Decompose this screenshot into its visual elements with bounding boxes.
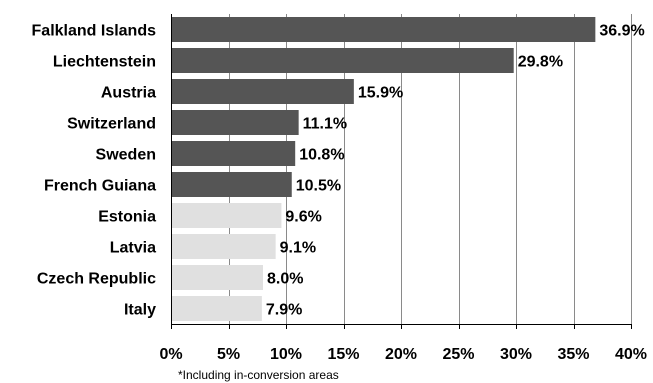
bar — [172, 141, 296, 166]
x-tick-label: 30% — [500, 346, 532, 363]
data-label: 29.8% — [518, 54, 563, 71]
category-label: French Guiana — [44, 178, 156, 195]
category-label: Sweden — [96, 147, 156, 164]
x-tick-label: 15% — [327, 346, 359, 363]
x-tick-label: 25% — [442, 346, 474, 363]
category-label: Estonia — [98, 209, 156, 226]
bar — [172, 203, 282, 228]
data-label: 10.5% — [296, 178, 341, 195]
category-label: Italy — [124, 302, 156, 319]
bar — [172, 296, 262, 321]
x-tick-label: 10% — [270, 346, 302, 363]
data-label: 36.9% — [599, 23, 644, 40]
x-tick-label: 40% — [615, 346, 647, 363]
x-tick-label: 20% — [385, 346, 417, 363]
bar — [172, 48, 514, 73]
axis-layer — [171, 14, 632, 329]
category-label: Austria — [101, 85, 156, 102]
x-tick-label: 0% — [159, 346, 182, 363]
data-label: 9.1% — [280, 240, 316, 257]
category-label: Falkland Islands — [32, 23, 157, 40]
data-label: 8.0% — [267, 271, 303, 288]
data-label: 7.9% — [266, 302, 302, 319]
category-label: Czech Republic — [37, 271, 156, 288]
bar — [172, 234, 276, 259]
bar — [172, 265, 263, 290]
category-label: Latvia — [110, 240, 156, 257]
bar — [172, 17, 596, 42]
x-tick-label: 5% — [217, 346, 240, 363]
labels-layer: 0% 5% 10% 15% 20% 25% 30% 35% 40% Falkland Island… — [32, 23, 648, 364]
category-label: Switzerland — [67, 116, 156, 133]
footnote: *Including in-conversion areas — [178, 368, 339, 382]
data-label: 10.8% — [299, 147, 344, 164]
data-label: 9.6% — [285, 209, 321, 226]
bar — [172, 79, 354, 104]
data-label: 15.9% — [358, 85, 403, 102]
x-tick-label: 35% — [557, 346, 589, 363]
category-label: Liechtenstein — [53, 54, 156, 71]
bar — [172, 110, 299, 135]
bar — [172, 172, 292, 197]
bars-layer — [172, 17, 596, 321]
data-label: 11.1% — [303, 116, 347, 133]
